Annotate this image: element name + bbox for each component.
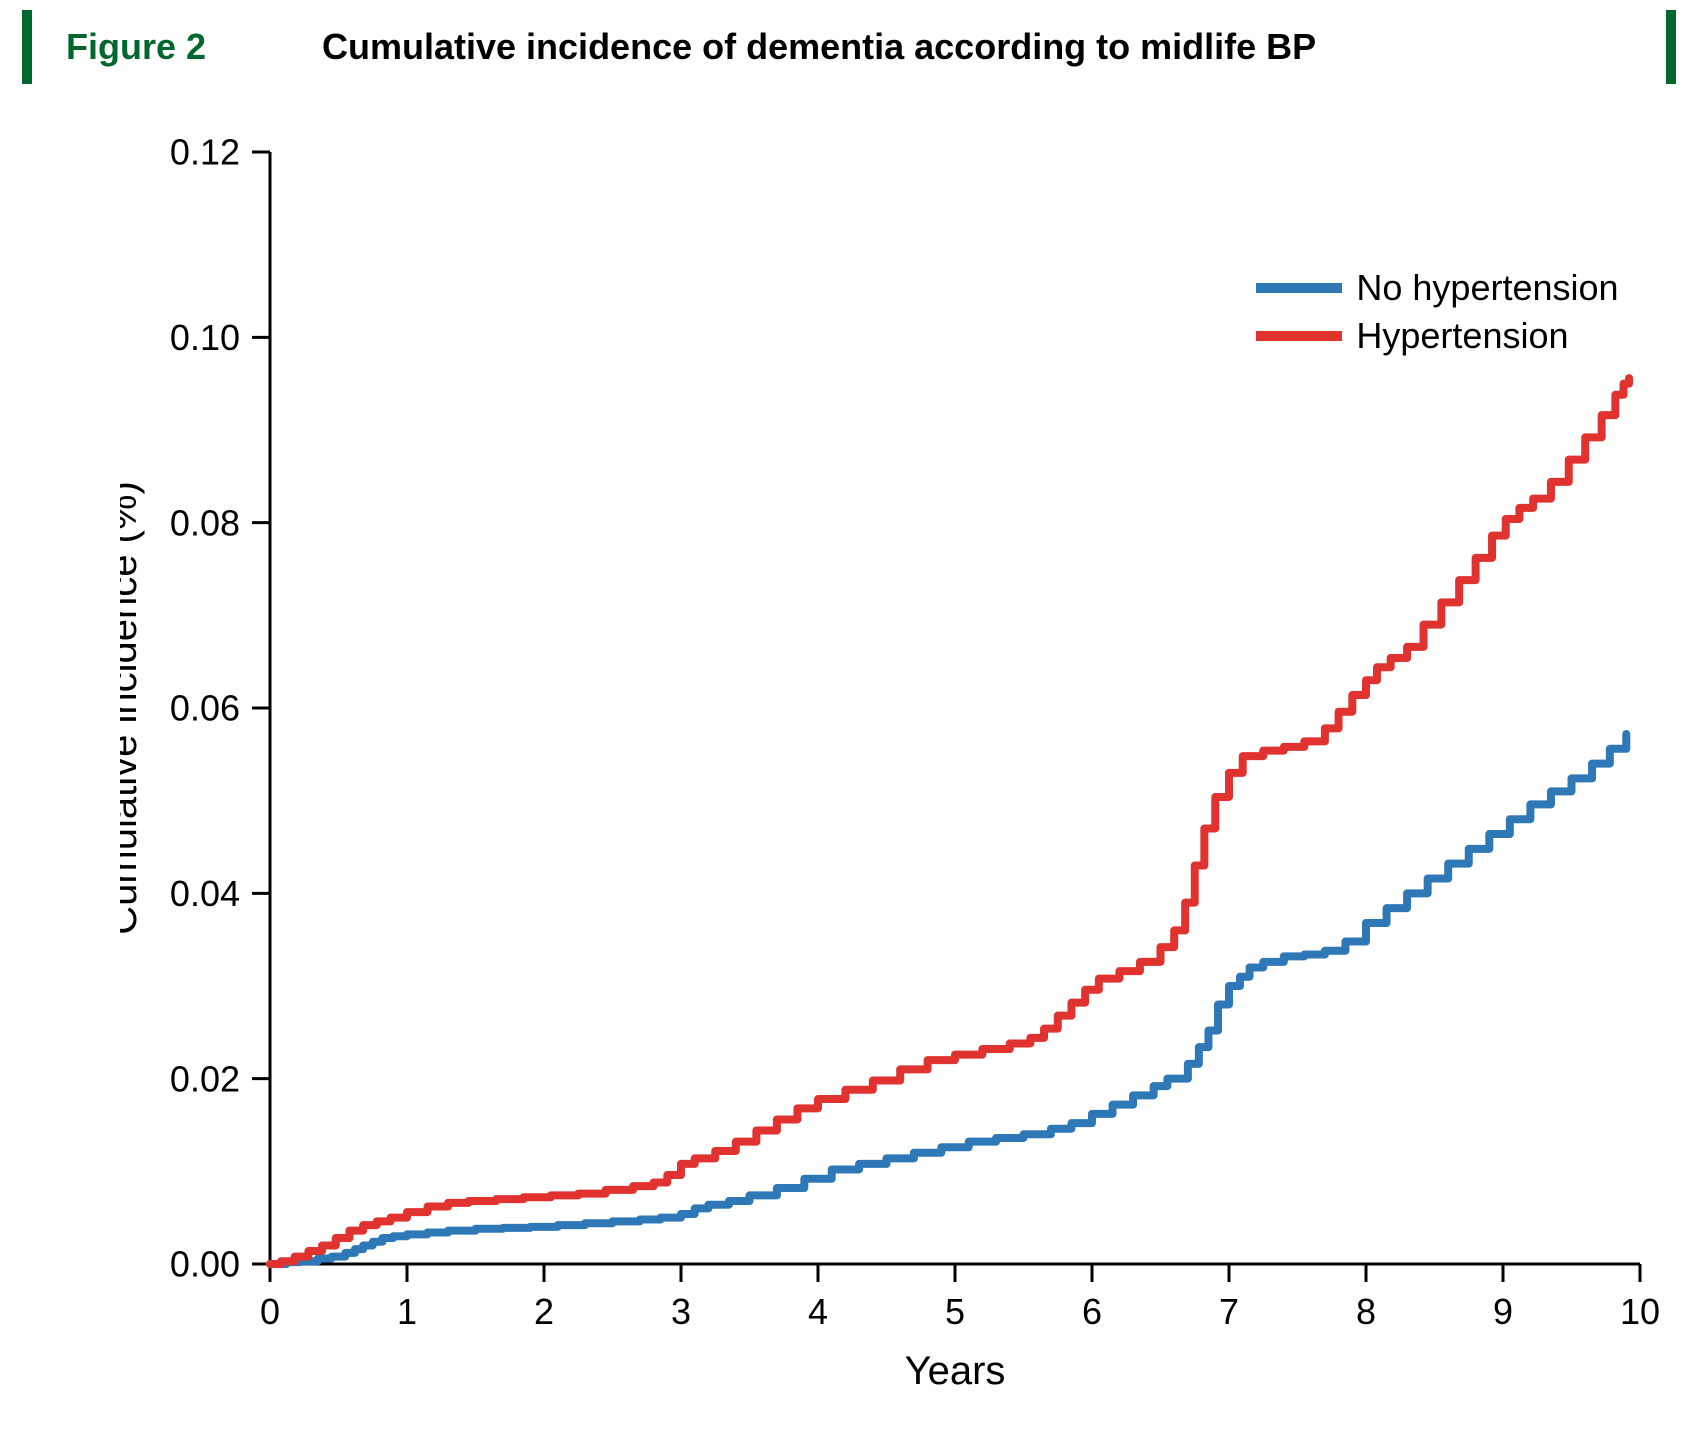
x-tick-label: 10 bbox=[1620, 1291, 1660, 1332]
y-tick-label: 0.06 bbox=[170, 688, 240, 729]
legend-item-no_ht: No hypertension bbox=[1256, 267, 1618, 309]
series-ht bbox=[270, 378, 1629, 1264]
y-tick-label: 0.04 bbox=[170, 873, 240, 914]
title-bar-right-accent bbox=[1666, 10, 1676, 84]
y-tick-label: 0.08 bbox=[170, 502, 240, 543]
title-bar-left-accent bbox=[22, 10, 32, 84]
x-tick-label: 7 bbox=[1219, 1291, 1239, 1332]
x-tick-label: 8 bbox=[1356, 1291, 1376, 1332]
legend-label-ht: Hypertension bbox=[1356, 315, 1568, 357]
figure-number: Figure 2 bbox=[66, 26, 206, 68]
y-tick-label: 0.02 bbox=[170, 1058, 240, 1099]
legend: No hypertension Hypertension bbox=[1256, 267, 1618, 363]
figure-title-bar: Figure 2 Cumulative incidence of dementi… bbox=[22, 10, 1676, 84]
x-tick-label: 0 bbox=[260, 1291, 280, 1332]
x-tick-label: 3 bbox=[671, 1291, 691, 1332]
y-tick-label: 0.00 bbox=[170, 1244, 240, 1285]
legend-swatch-ht bbox=[1256, 331, 1342, 341]
x-tick-label: 2 bbox=[534, 1291, 554, 1332]
x-axis-label: Years bbox=[905, 1349, 1006, 1393]
x-tick-label: 1 bbox=[397, 1291, 417, 1332]
series-no_ht bbox=[270, 734, 1626, 1264]
figure-title: Cumulative incidence of dementia accordi… bbox=[322, 26, 1316, 68]
y-axis-label: Cumulative incidence (%) bbox=[120, 481, 145, 935]
y-tick-label: 0.10 bbox=[170, 317, 240, 358]
y-tick-label: 0.12 bbox=[170, 132, 240, 173]
x-tick-label: 9 bbox=[1493, 1291, 1513, 1332]
chart-area: 0 1 2 3 4 5 6 7 8 9 10 0.00 0.02 0.04 0.06 0.08 0.10 0.12… bbox=[120, 112, 1668, 1412]
legend-item-ht: Hypertension bbox=[1256, 315, 1618, 357]
legend-swatch-no_ht bbox=[1256, 283, 1342, 293]
figure-container: Figure 2 Cumulative incidence of dementi… bbox=[0, 10, 1698, 1454]
x-tick-label: 6 bbox=[1082, 1291, 1102, 1332]
x-tick-label: 4 bbox=[808, 1291, 828, 1332]
x-tick-label: 5 bbox=[945, 1291, 965, 1332]
legend-label-no_ht: No hypertension bbox=[1356, 267, 1618, 309]
